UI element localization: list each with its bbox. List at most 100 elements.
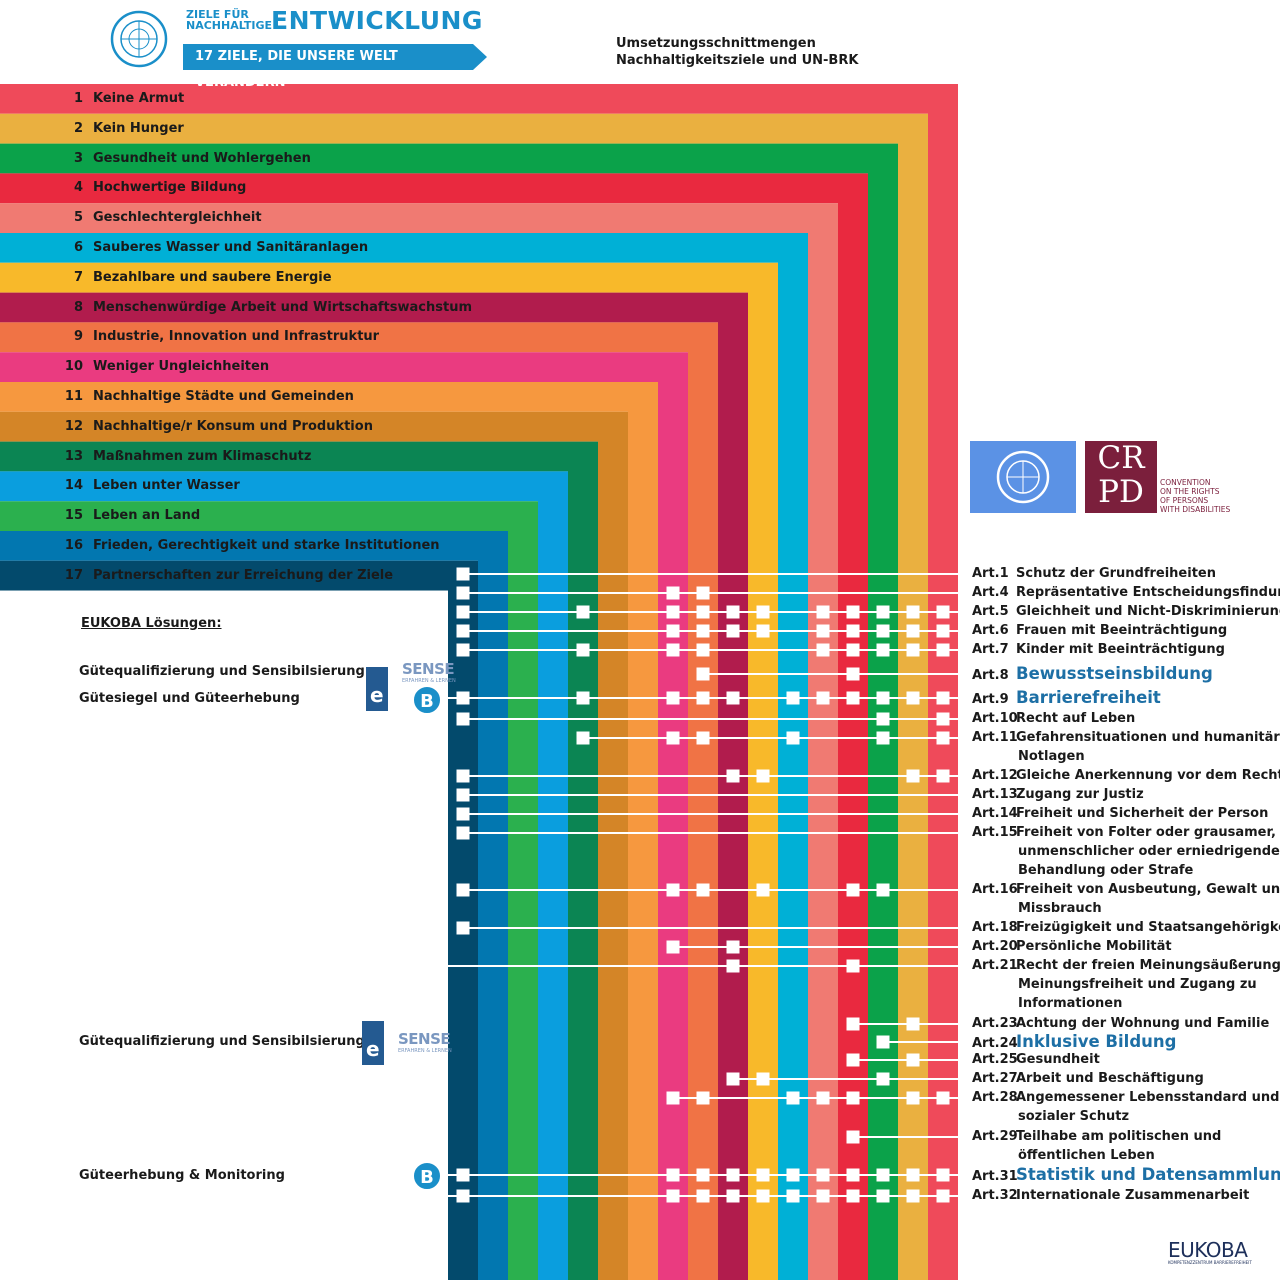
article-art-9: Art.9 Barrierefreiheit bbox=[972, 688, 1161, 709]
article-code: Art.29 bbox=[972, 1129, 1018, 1144]
intersection-marker bbox=[456, 691, 470, 705]
article-label-cont: Informationen bbox=[1018, 996, 1123, 1011]
intersection-marker bbox=[456, 567, 470, 581]
article-code: Art.25 bbox=[972, 1052, 1018, 1067]
intersection-marker bbox=[666, 586, 680, 600]
solution-2: Gütequalifizierung und Sensibilsierung bbox=[79, 1034, 365, 1049]
intersection-marker bbox=[816, 643, 830, 657]
intersection-marker bbox=[456, 605, 470, 619]
article-code: Art.28 bbox=[972, 1090, 1018, 1105]
intersection-marker bbox=[696, 883, 710, 897]
article-label: Recht auf Leben bbox=[1016, 711, 1136, 726]
article-art-23: Art.23Achtung der Wohnung und Familie bbox=[972, 1014, 1269, 1033]
article-art-25: Art.25Gesundheit bbox=[972, 1050, 1100, 1069]
euro-logo-icon: e bbox=[366, 667, 388, 711]
intersection-marker bbox=[846, 605, 860, 619]
intersection-marker bbox=[576, 643, 590, 657]
intersection-marker bbox=[876, 605, 890, 619]
article-code: Art.32 bbox=[972, 1188, 1018, 1203]
article-label: Internationale Zusammenarbeit bbox=[1016, 1188, 1250, 1203]
intersection-marker bbox=[906, 624, 920, 638]
euro-logo-icon: e bbox=[362, 1021, 384, 1065]
article-label-cont: Notlagen bbox=[1018, 749, 1085, 764]
article-code: Art.21 bbox=[972, 958, 1018, 973]
article-label-cont: öffentlichen Leben bbox=[1018, 1148, 1155, 1163]
intersection-marker bbox=[876, 712, 890, 726]
intersection-marker bbox=[936, 712, 950, 726]
intersection-marker bbox=[936, 1189, 950, 1203]
article-code: Art.20 bbox=[972, 939, 1018, 954]
intersection-marker bbox=[816, 605, 830, 619]
article-label-cont: Meinungsfreiheit und Zugang zu bbox=[1018, 977, 1257, 992]
intersection-marker bbox=[456, 1168, 470, 1182]
intersection-marker bbox=[696, 624, 710, 638]
intersection-marker bbox=[666, 1189, 680, 1203]
article-label-cont: Behandlung oder Strafe bbox=[1018, 863, 1194, 878]
eukoba-title: EUKOBA Lösungen: bbox=[81, 616, 222, 631]
intersection-marker bbox=[936, 1091, 950, 1105]
un-emblem-icon bbox=[110, 10, 168, 68]
article-code: Art.11 bbox=[972, 730, 1018, 745]
article-label: Kinder mit Beeinträchtigung bbox=[1016, 642, 1225, 657]
intersection-marker bbox=[576, 691, 590, 705]
intersection-marker bbox=[726, 1189, 740, 1203]
article-label-cont: Missbrauch bbox=[1018, 901, 1102, 916]
article-code: Art.5 bbox=[972, 604, 1009, 619]
article-label: Gleiche Anerkennung vor dem Recht bbox=[1016, 768, 1280, 783]
article-label: Zugang zur Justiz bbox=[1016, 787, 1144, 802]
solution-1b: Gütesiegel und Güteerhebung bbox=[79, 691, 300, 706]
sense-logo-text: SENSE bbox=[398, 1030, 451, 1048]
intersection-marker bbox=[936, 691, 950, 705]
intersection-marker bbox=[786, 1189, 800, 1203]
intersection-marker bbox=[696, 1091, 710, 1105]
intersection-marker bbox=[756, 883, 770, 897]
article-label: Teilhabe am politischen und bbox=[1016, 1129, 1222, 1144]
title-line2: Nachhaltigkeitsziele und UN-BRK bbox=[616, 53, 859, 68]
ziele-big-text: ENTWICKLUNG bbox=[271, 6, 483, 35]
article-label: Recht der freien Meinungsäußerung, bbox=[1016, 958, 1280, 973]
article-art-1: Art.1 Schutz der Grundfreiheiten bbox=[972, 564, 1216, 583]
article-art-16: Art.16Freiheit von Ausbeutung, Gewalt un… bbox=[972, 880, 1280, 918]
intersection-marker bbox=[696, 643, 710, 657]
intersection-marker bbox=[876, 1072, 890, 1086]
article-art-18: Art.18Freizügigkeit und Staatsangehörigk… bbox=[972, 918, 1280, 937]
sense-logo-sub: ERFAHREN & LERNEN bbox=[398, 1048, 452, 1054]
article-art-29: Art.29Teilhabe am politischen und öffentl… bbox=[972, 1127, 1221, 1165]
article-art-13: Art.13Zugang zur Justiz bbox=[972, 785, 1144, 804]
intersection-marker bbox=[936, 643, 950, 657]
article-code: Art.12 bbox=[972, 768, 1018, 783]
intersection-marker bbox=[426, 959, 440, 973]
intersection-marker bbox=[906, 643, 920, 657]
crpd-text-line: ON THE RIGHTS bbox=[1160, 487, 1220, 496]
intersection-marker bbox=[876, 643, 890, 657]
intersection-marker bbox=[846, 667, 860, 681]
article-code: Art.7 bbox=[972, 642, 1009, 657]
intersection-marker bbox=[876, 1035, 890, 1049]
article-label: Gefahrensituationen und humanitäre bbox=[1016, 730, 1280, 745]
article-label: Gleichheit und Nicht-Diskriminierung bbox=[1016, 604, 1280, 619]
page-title: Umsetzungsschnittmengen Nachhaltigkeitsz… bbox=[616, 35, 858, 69]
intersection-marker bbox=[756, 1189, 770, 1203]
article-label: Arbeit und Beschäftigung bbox=[1016, 1071, 1204, 1086]
intersection-marker bbox=[846, 624, 860, 638]
intersection-marker bbox=[906, 1168, 920, 1182]
article-label: Freiheit von Ausbeutung, Gewalt und bbox=[1016, 882, 1280, 897]
intersection-marker bbox=[816, 1168, 830, 1182]
crpd-text-line: CONVENTION bbox=[1160, 478, 1211, 487]
article-label: Statistik und Datensammlung bbox=[1016, 1165, 1280, 1184]
intersection-marker bbox=[816, 1091, 830, 1105]
ziele-small-text: ZIELE FÜR NACHHALTIGE bbox=[186, 9, 272, 31]
intersection-marker bbox=[756, 1072, 770, 1086]
article-label: Inklusive Bildung bbox=[1016, 1032, 1177, 1051]
intersection-marker bbox=[786, 1091, 800, 1105]
intersection-marker bbox=[846, 1017, 860, 1031]
intersection-marker bbox=[666, 643, 680, 657]
crpd-text-line: OF PERSONS bbox=[1160, 496, 1209, 505]
intersection-marker bbox=[726, 959, 740, 973]
article-label: Freizügigkeit und Staatsangehörigkeit bbox=[1016, 920, 1280, 935]
crpd-text: CONVENTION ON THE RIGHTS OF PERSONS WITH… bbox=[1160, 478, 1230, 514]
article-code: Art.9 bbox=[972, 692, 1009, 707]
article-code: Art.14 bbox=[972, 806, 1018, 821]
intersection-marker bbox=[696, 1189, 710, 1203]
intersection-marker bbox=[456, 1189, 470, 1203]
